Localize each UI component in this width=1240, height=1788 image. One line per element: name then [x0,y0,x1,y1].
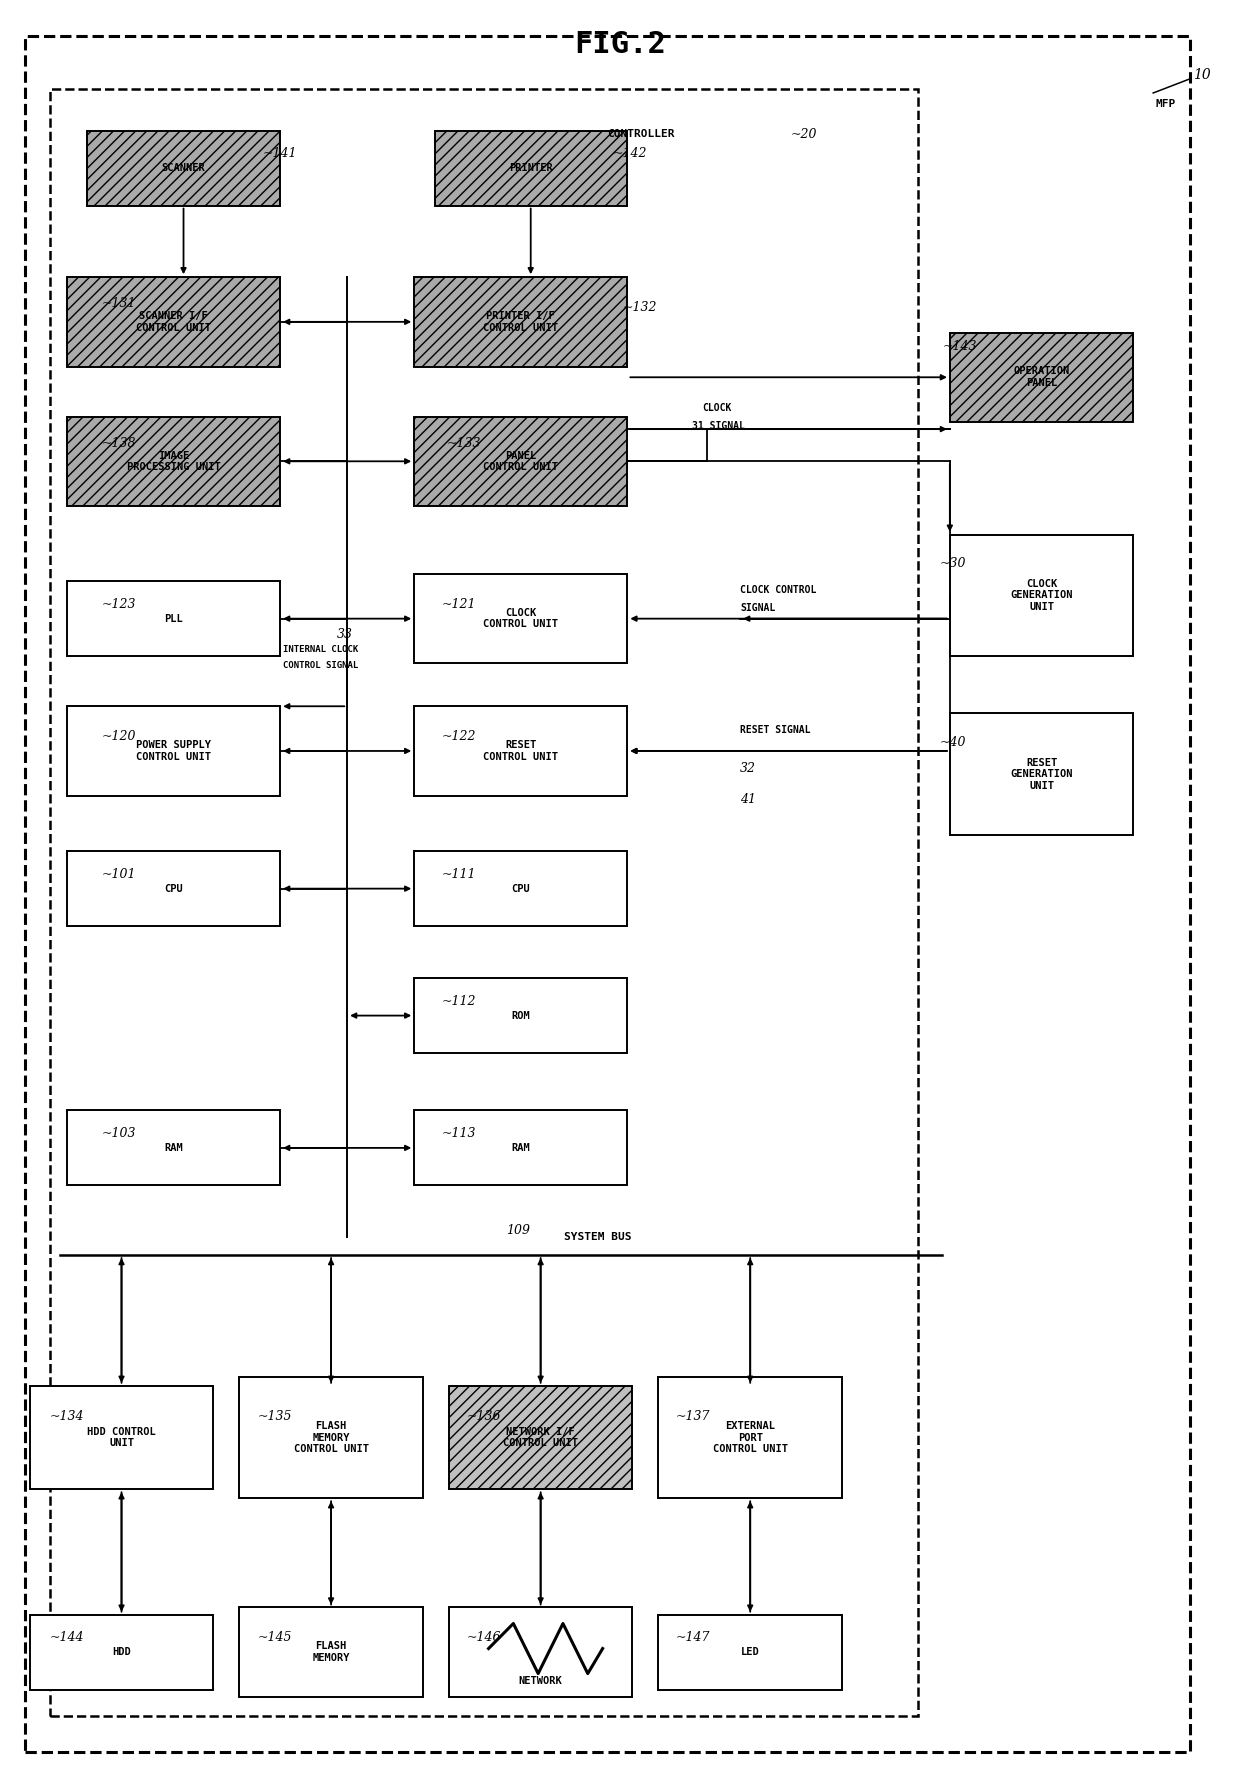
Text: CONTROL SIGNAL: CONTROL SIGNAL [283,660,358,670]
Text: RESET SIGNAL: RESET SIGNAL [740,724,811,735]
Text: HDD CONTROL
UNIT: HDD CONTROL UNIT [87,1427,156,1448]
Text: ~135: ~135 [258,1409,293,1423]
Text: ~113: ~113 [441,1126,476,1141]
FancyBboxPatch shape [414,978,627,1053]
Text: CLOCK CONTROL: CLOCK CONTROL [740,585,817,595]
Text: SCANNER: SCANNER [161,163,206,173]
Text: HDD: HDD [112,1647,131,1657]
Text: IMAGE
PROCESSING UNIT: IMAGE PROCESSING UNIT [126,451,221,472]
Text: EXTERNAL
PORT
CONTROL UNIT: EXTERNAL PORT CONTROL UNIT [713,1421,787,1454]
FancyBboxPatch shape [239,1607,423,1697]
Text: SCANNER I/F
CONTROL UNIT: SCANNER I/F CONTROL UNIT [136,311,211,333]
Text: FIG.2: FIG.2 [574,30,666,59]
Text: ~122: ~122 [441,730,476,744]
Text: ~146: ~146 [466,1631,501,1645]
Text: ~111: ~111 [441,867,476,881]
FancyBboxPatch shape [449,1607,632,1697]
Text: ~141: ~141 [263,147,298,161]
Text: ~142: ~142 [613,147,647,161]
FancyBboxPatch shape [449,1386,632,1489]
Text: RESET
GENERATION
UNIT: RESET GENERATION UNIT [1011,758,1073,790]
Text: 109: 109 [506,1223,529,1237]
Text: ~132: ~132 [622,300,657,315]
Text: RAM: RAM [164,1143,184,1153]
Text: ~145: ~145 [258,1631,293,1645]
Text: PANEL
CONTROL UNIT: PANEL CONTROL UNIT [484,451,558,472]
Text: ~123: ~123 [102,597,136,611]
FancyBboxPatch shape [414,851,627,926]
Text: ~121: ~121 [441,597,476,611]
FancyBboxPatch shape [950,713,1133,835]
Text: CLOCK: CLOCK [702,402,732,413]
Text: ~138: ~138 [102,436,136,451]
Text: 31 SIGNAL: 31 SIGNAL [692,420,745,431]
FancyBboxPatch shape [30,1615,213,1690]
Text: POWER SUPPLY
CONTROL UNIT: POWER SUPPLY CONTROL UNIT [136,740,211,762]
FancyBboxPatch shape [67,851,280,926]
FancyBboxPatch shape [239,1377,423,1498]
Text: 41: 41 [740,792,756,806]
FancyBboxPatch shape [67,277,280,367]
FancyBboxPatch shape [67,581,280,656]
FancyBboxPatch shape [434,131,626,206]
Text: SIGNAL: SIGNAL [740,603,775,613]
Text: MFP: MFP [1156,98,1176,109]
FancyBboxPatch shape [414,1110,627,1185]
FancyBboxPatch shape [67,1110,280,1185]
Text: ~112: ~112 [441,994,476,1008]
Text: 32: 32 [740,762,756,776]
Text: ~144: ~144 [50,1631,84,1645]
Text: INTERNAL CLOCK: INTERNAL CLOCK [283,644,358,654]
Text: SYSTEM BUS: SYSTEM BUS [564,1232,631,1243]
Text: ~131: ~131 [102,297,136,311]
Text: ~120: ~120 [102,730,136,744]
Text: CLOCK
GENERATION
UNIT: CLOCK GENERATION UNIT [1011,579,1073,611]
FancyBboxPatch shape [414,417,627,506]
Text: PRINTER I/F
CONTROL UNIT: PRINTER I/F CONTROL UNIT [484,311,558,333]
FancyBboxPatch shape [30,1386,213,1489]
Text: FLASH
MEMORY: FLASH MEMORY [312,1641,350,1663]
FancyBboxPatch shape [950,333,1133,422]
FancyBboxPatch shape [67,417,280,506]
FancyBboxPatch shape [658,1615,842,1690]
Text: ~103: ~103 [102,1126,136,1141]
Text: CONTROLLER: CONTROLLER [608,129,675,139]
Text: NETWORK: NETWORK [518,1675,563,1686]
Text: ~30: ~30 [940,556,966,570]
Text: PLL: PLL [164,613,184,624]
FancyBboxPatch shape [67,706,280,796]
FancyBboxPatch shape [950,535,1133,656]
FancyBboxPatch shape [414,574,627,663]
Text: ~133: ~133 [446,436,481,451]
FancyBboxPatch shape [87,131,279,206]
Text: ROM: ROM [511,1010,531,1021]
Text: 10: 10 [1193,68,1210,82]
Text: ~101: ~101 [102,867,136,881]
Text: ~137: ~137 [676,1409,711,1423]
Text: RAM: RAM [511,1143,531,1153]
Text: ~20: ~20 [791,127,817,141]
Text: OPERATION
PANEL: OPERATION PANEL [1013,367,1070,388]
Text: ~40: ~40 [940,735,966,749]
Text: FLASH
MEMORY
CONTROL UNIT: FLASH MEMORY CONTROL UNIT [294,1421,368,1454]
FancyBboxPatch shape [658,1377,842,1498]
FancyBboxPatch shape [414,277,627,367]
Text: 33: 33 [337,628,353,642]
Text: ~134: ~134 [50,1409,84,1423]
Text: LED: LED [740,1647,760,1657]
Text: ~136: ~136 [466,1409,501,1423]
Text: RESET
CONTROL UNIT: RESET CONTROL UNIT [484,740,558,762]
Text: CPU: CPU [164,883,184,894]
Text: CLOCK
CONTROL UNIT: CLOCK CONTROL UNIT [484,608,558,629]
FancyBboxPatch shape [414,706,627,796]
Text: NETWORK I/F
CONTROL UNIT: NETWORK I/F CONTROL UNIT [503,1427,578,1448]
Text: PRINTER: PRINTER [508,163,553,173]
Text: CPU: CPU [511,883,531,894]
Text: ~147: ~147 [676,1631,711,1645]
Text: ~143: ~143 [942,340,977,354]
